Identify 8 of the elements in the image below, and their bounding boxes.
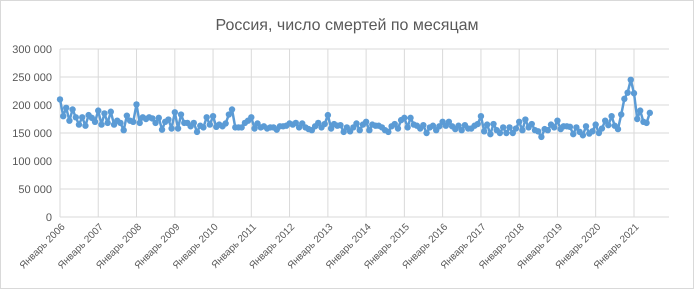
y-tick-label: 250 000	[12, 72, 52, 84]
y-tick-label: 50 000	[18, 184, 52, 196]
y-tick-label: 0	[46, 212, 52, 224]
y-tick-label: 100 000	[12, 156, 52, 168]
y-tick-label: 150 000	[12, 128, 52, 140]
y-tick-label: 300 000	[12, 44, 52, 56]
y-tick-label: 200 000	[12, 100, 52, 112]
chart-title: Россия, число смертей по месяцам	[216, 17, 478, 34]
